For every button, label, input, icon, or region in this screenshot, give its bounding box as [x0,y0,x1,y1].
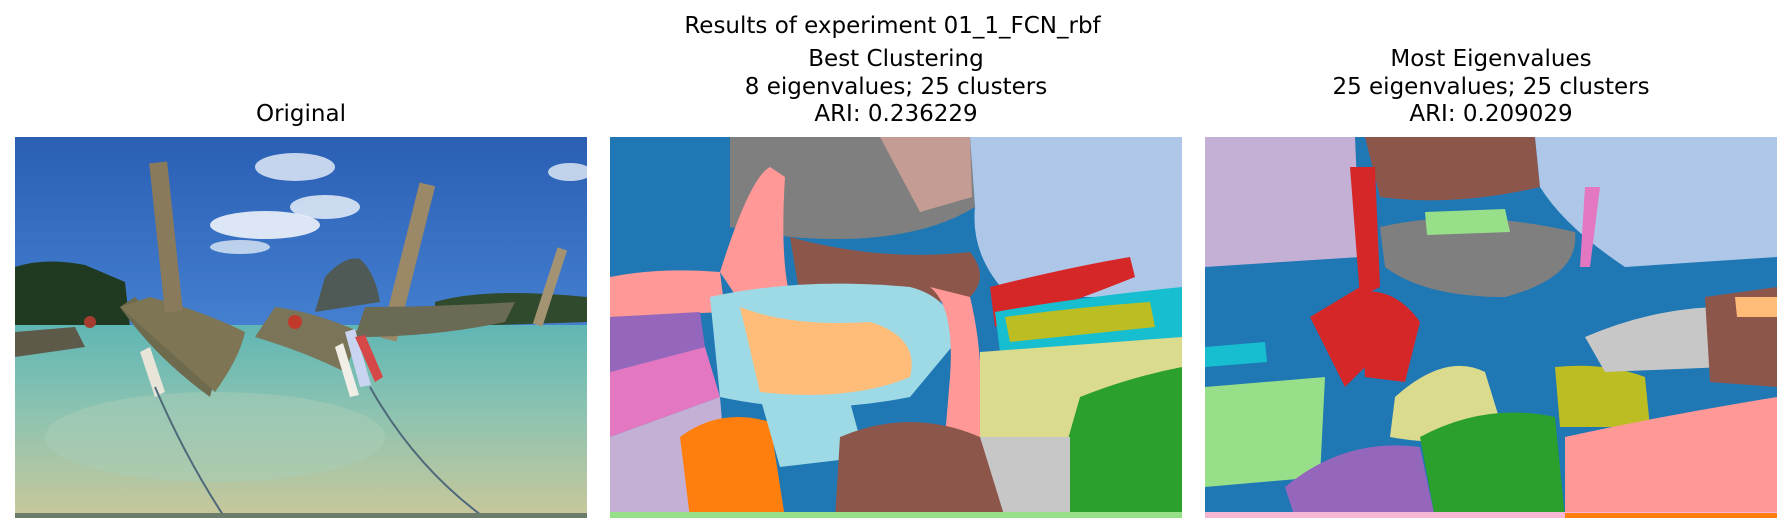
panel-title-line: 8 eigenvalues; 25 clusters [744,73,1048,100]
panel-title: Original [15,101,587,129]
panel-title-line: Best Clustering [808,46,984,72]
clustering-map [1205,137,1777,518]
panel-title-line: ARI: 0.209029 [1409,101,1573,127]
clustering-map [610,137,1182,518]
panel-title-line: ARI: 0.236229 [814,101,978,127]
panel-title: Best Clustering 8 eigenvalues; 25 cluste… [610,46,1182,129]
panel-title: Most Eigenvalues 25 eigenvalues; 25 clus… [1205,46,1777,129]
panel-title-line: Original [255,101,346,127]
panel-title-line: 25 eigenvalues; 25 clusters [1332,73,1650,100]
original-photo [15,137,587,518]
panel-title-line: Most Eigenvalues [1390,46,1592,72]
figure-suptitle: Results of experiment 01_1_FCN_rbf [684,13,1101,39]
